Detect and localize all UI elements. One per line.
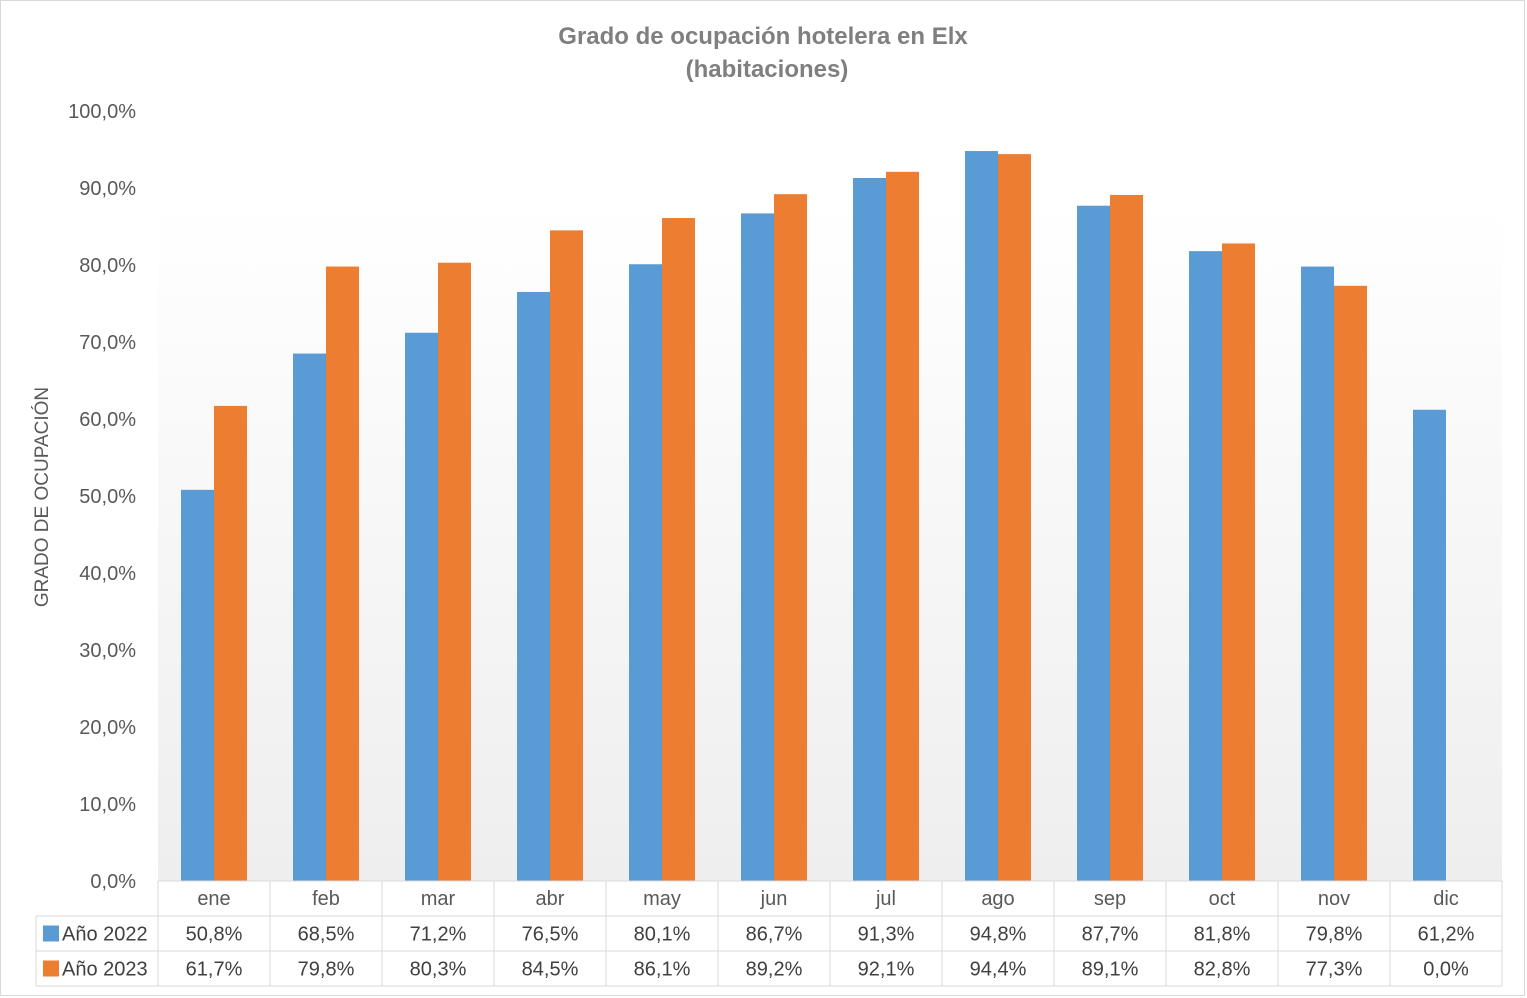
y-axis-ticks: 0,0% 10,0% 20,0% 30,0% 40,0% 50,0% 60,0% 70,0% 8… [68,101,136,893]
y-tick-label: 10,0% [79,794,136,816]
y-tick-label: 80,0% [79,255,136,277]
bar-año-2023-ago [998,154,1031,881]
bar-año-2023-may [662,218,695,881]
y-tick-label: 20,0% [79,717,136,739]
y-axis-label: GRADO DE OCUPACIÓN [31,387,53,607]
y-tick-label: 30,0% [79,640,136,662]
x-tick-label: jun [760,888,788,910]
bar-año-2022-dic [1413,409,1446,881]
x-tick-label: ago [981,888,1014,910]
legend-series-name: Año 2023 [62,959,148,981]
table-cell-value: 94,8% [970,924,1027,946]
bar-año-2023-jun [774,194,807,881]
y-tick-label: 70,0% [79,332,136,354]
chart-subtitle: (habitaciones) [686,56,849,83]
table-cell-value: 86,1% [634,959,691,981]
y-tick-label: 40,0% [79,563,136,585]
chart-title: Grado de ocupación hotelera en Elx [558,23,968,50]
bar-año-2023-ene [214,405,247,881]
table-cell-value: 86,7% [746,924,803,946]
legend-key [43,925,59,942]
y-tick-label: 100,0% [68,101,136,123]
table-cell-value: 89,2% [746,959,803,981]
y-tick-label: 90,0% [79,178,136,200]
table-cell-value: 84,5% [522,959,579,981]
bar-año-2022-nov [1301,266,1334,881]
y-tick-label: 0,0% [90,871,136,893]
table-cell-value: 68,5% [298,924,355,946]
bar-año-2022-sep [1077,205,1110,881]
table-cell-value: 61,2% [1418,924,1475,946]
bar-año-2023-nov [1334,285,1367,881]
bar-año-2023-abr [550,230,583,882]
x-tick-label: dic [1433,888,1459,910]
bar-año-2022-jun [741,213,774,881]
table-cell-value: 76,5% [522,924,579,946]
table-cell-value: 82,8% [1194,959,1251,981]
x-tick-label: nov [1318,888,1350,910]
bar-año-2023-sep [1110,194,1143,881]
table-cell-value: 77,3% [1306,959,1363,981]
x-tick-label: sep [1094,888,1126,910]
bar-año-2022-abr [517,291,550,881]
x-tick-label: oct [1209,888,1236,910]
plot-area [158,111,1502,881]
table-cell-value: 79,8% [298,959,355,981]
bar-año-2022-may [629,264,662,882]
table-cell-value: 81,8% [1194,924,1251,946]
table-cell-value: 91,3% [858,924,915,946]
x-tick-label: jul [875,888,896,910]
table-cell-value: 0,0% [1423,959,1469,981]
data-table: ene feb mar abr may jun jul ago sep oct nov dic Año … [35,880,1503,987]
y-tick-label: 50,0% [79,486,136,508]
table-cell-value: 94,4% [970,959,1027,981]
legend-key [43,960,59,977]
table-cell-value: 50,8% [186,924,243,946]
x-tick-label: abr [536,888,565,910]
bar-año-2023-jul [886,171,919,881]
bar-año-2023-feb [326,266,359,881]
bar-año-2022-ene [181,489,214,881]
legend-series-name: Año 2022 [62,924,148,946]
bar-año-2023-mar [438,262,471,881]
table-cell-value: 80,1% [634,924,691,946]
bar-año-2022-feb [293,353,326,881]
bar-año-2023-oct [1222,243,1255,881]
y-tick-label: 60,0% [79,409,136,431]
table-cell-value: 79,8% [1306,924,1363,946]
table-cell-value: 61,7% [186,959,243,981]
table-cell-value: 80,3% [410,959,467,981]
bar-año-2022-jul [853,177,886,882]
bar-año-2022-mar [405,332,438,881]
x-tick-label: mar [421,888,456,910]
table-cell-value: 89,1% [1082,959,1139,981]
table-cell-value: 92,1% [858,959,915,981]
bars [181,151,1446,882]
table-cell-value: 87,7% [1082,924,1139,946]
bar-año-2022-oct [1189,251,1222,881]
table-cell-value: 71,2% [410,924,467,946]
x-tick-label: may [643,888,681,910]
x-tick-label: ene [197,888,230,910]
bar-año-2022-ago [965,151,998,882]
x-tick-label: feb [312,888,340,910]
